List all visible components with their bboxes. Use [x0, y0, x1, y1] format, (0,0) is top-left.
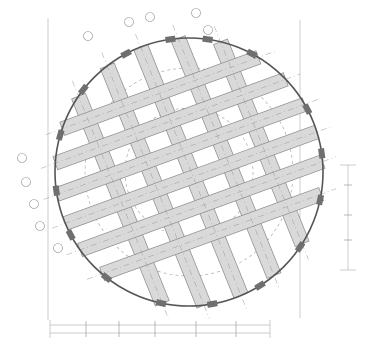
perimeter-pad: [52, 185, 60, 196]
perimeter-pads: [52, 35, 326, 308]
axis-bubble-top-2: [124, 17, 134, 27]
axis-bubble-top-5: [203, 25, 213, 35]
perimeter-pad: [294, 241, 306, 253]
axis-bubble-left-5: [53, 243, 63, 253]
perimeter-pad: [302, 103, 313, 115]
beam-strip-shallow-6-axis: [87, 188, 337, 280]
axis-bubble-top-3: [145, 12, 155, 22]
perimeter-pad: [100, 272, 113, 284]
axis-bubble-left-2: [21, 177, 31, 187]
axis-bubble-left-3: [29, 199, 39, 209]
perimeter-pad: [206, 300, 218, 308]
dimension-ticks-bottom: [85, 321, 237, 337]
beam-strip-shallow-1-axis: [45, 51, 275, 135]
dimension-ticks-right: [344, 184, 352, 241]
perimeter-pad: [155, 299, 167, 308]
perimeter-pad: [202, 35, 213, 43]
axis-bubble-top-1: [83, 31, 93, 41]
perimeter-pad: [77, 83, 89, 96]
beam-strip-steep-1-axis: [213, 26, 309, 260]
axis-lines: [40, 24, 337, 319]
perimeter-pad: [65, 229, 76, 241]
axis-bubble-left-4: [35, 221, 45, 231]
perimeter-pad: [120, 48, 132, 59]
perimeter-pad: [55, 129, 65, 141]
beam-strip-steep-3-axis: [135, 33, 247, 309]
beam-strip-shallow-5-axis: [66, 156, 337, 256]
beam-strip-shallow-4-axis: [52, 126, 331, 229]
beam-strip-steep-2-axis: [172, 24, 280, 290]
axis-bubble-left-1: [17, 153, 27, 163]
outer-ring: [54, 37, 324, 307]
perimeter-pad: [316, 194, 325, 206]
beam-strip-steep-5-axis: [72, 80, 169, 319]
beam-strip-shallow-3-axis: [43, 99, 319, 200]
beam-strip-steep-4-axis: [101, 52, 210, 319]
perimeter-pad: [254, 280, 266, 291]
perimeter-pad: [165, 35, 176, 43]
axis-bubbles-left: [17, 153, 63, 253]
axis-bubbles-top: [83, 8, 213, 41]
perimeter-pad: [318, 148, 326, 159]
perimeter-pad: [246, 48, 258, 59]
axis-bubble-top-4: [191, 8, 201, 18]
